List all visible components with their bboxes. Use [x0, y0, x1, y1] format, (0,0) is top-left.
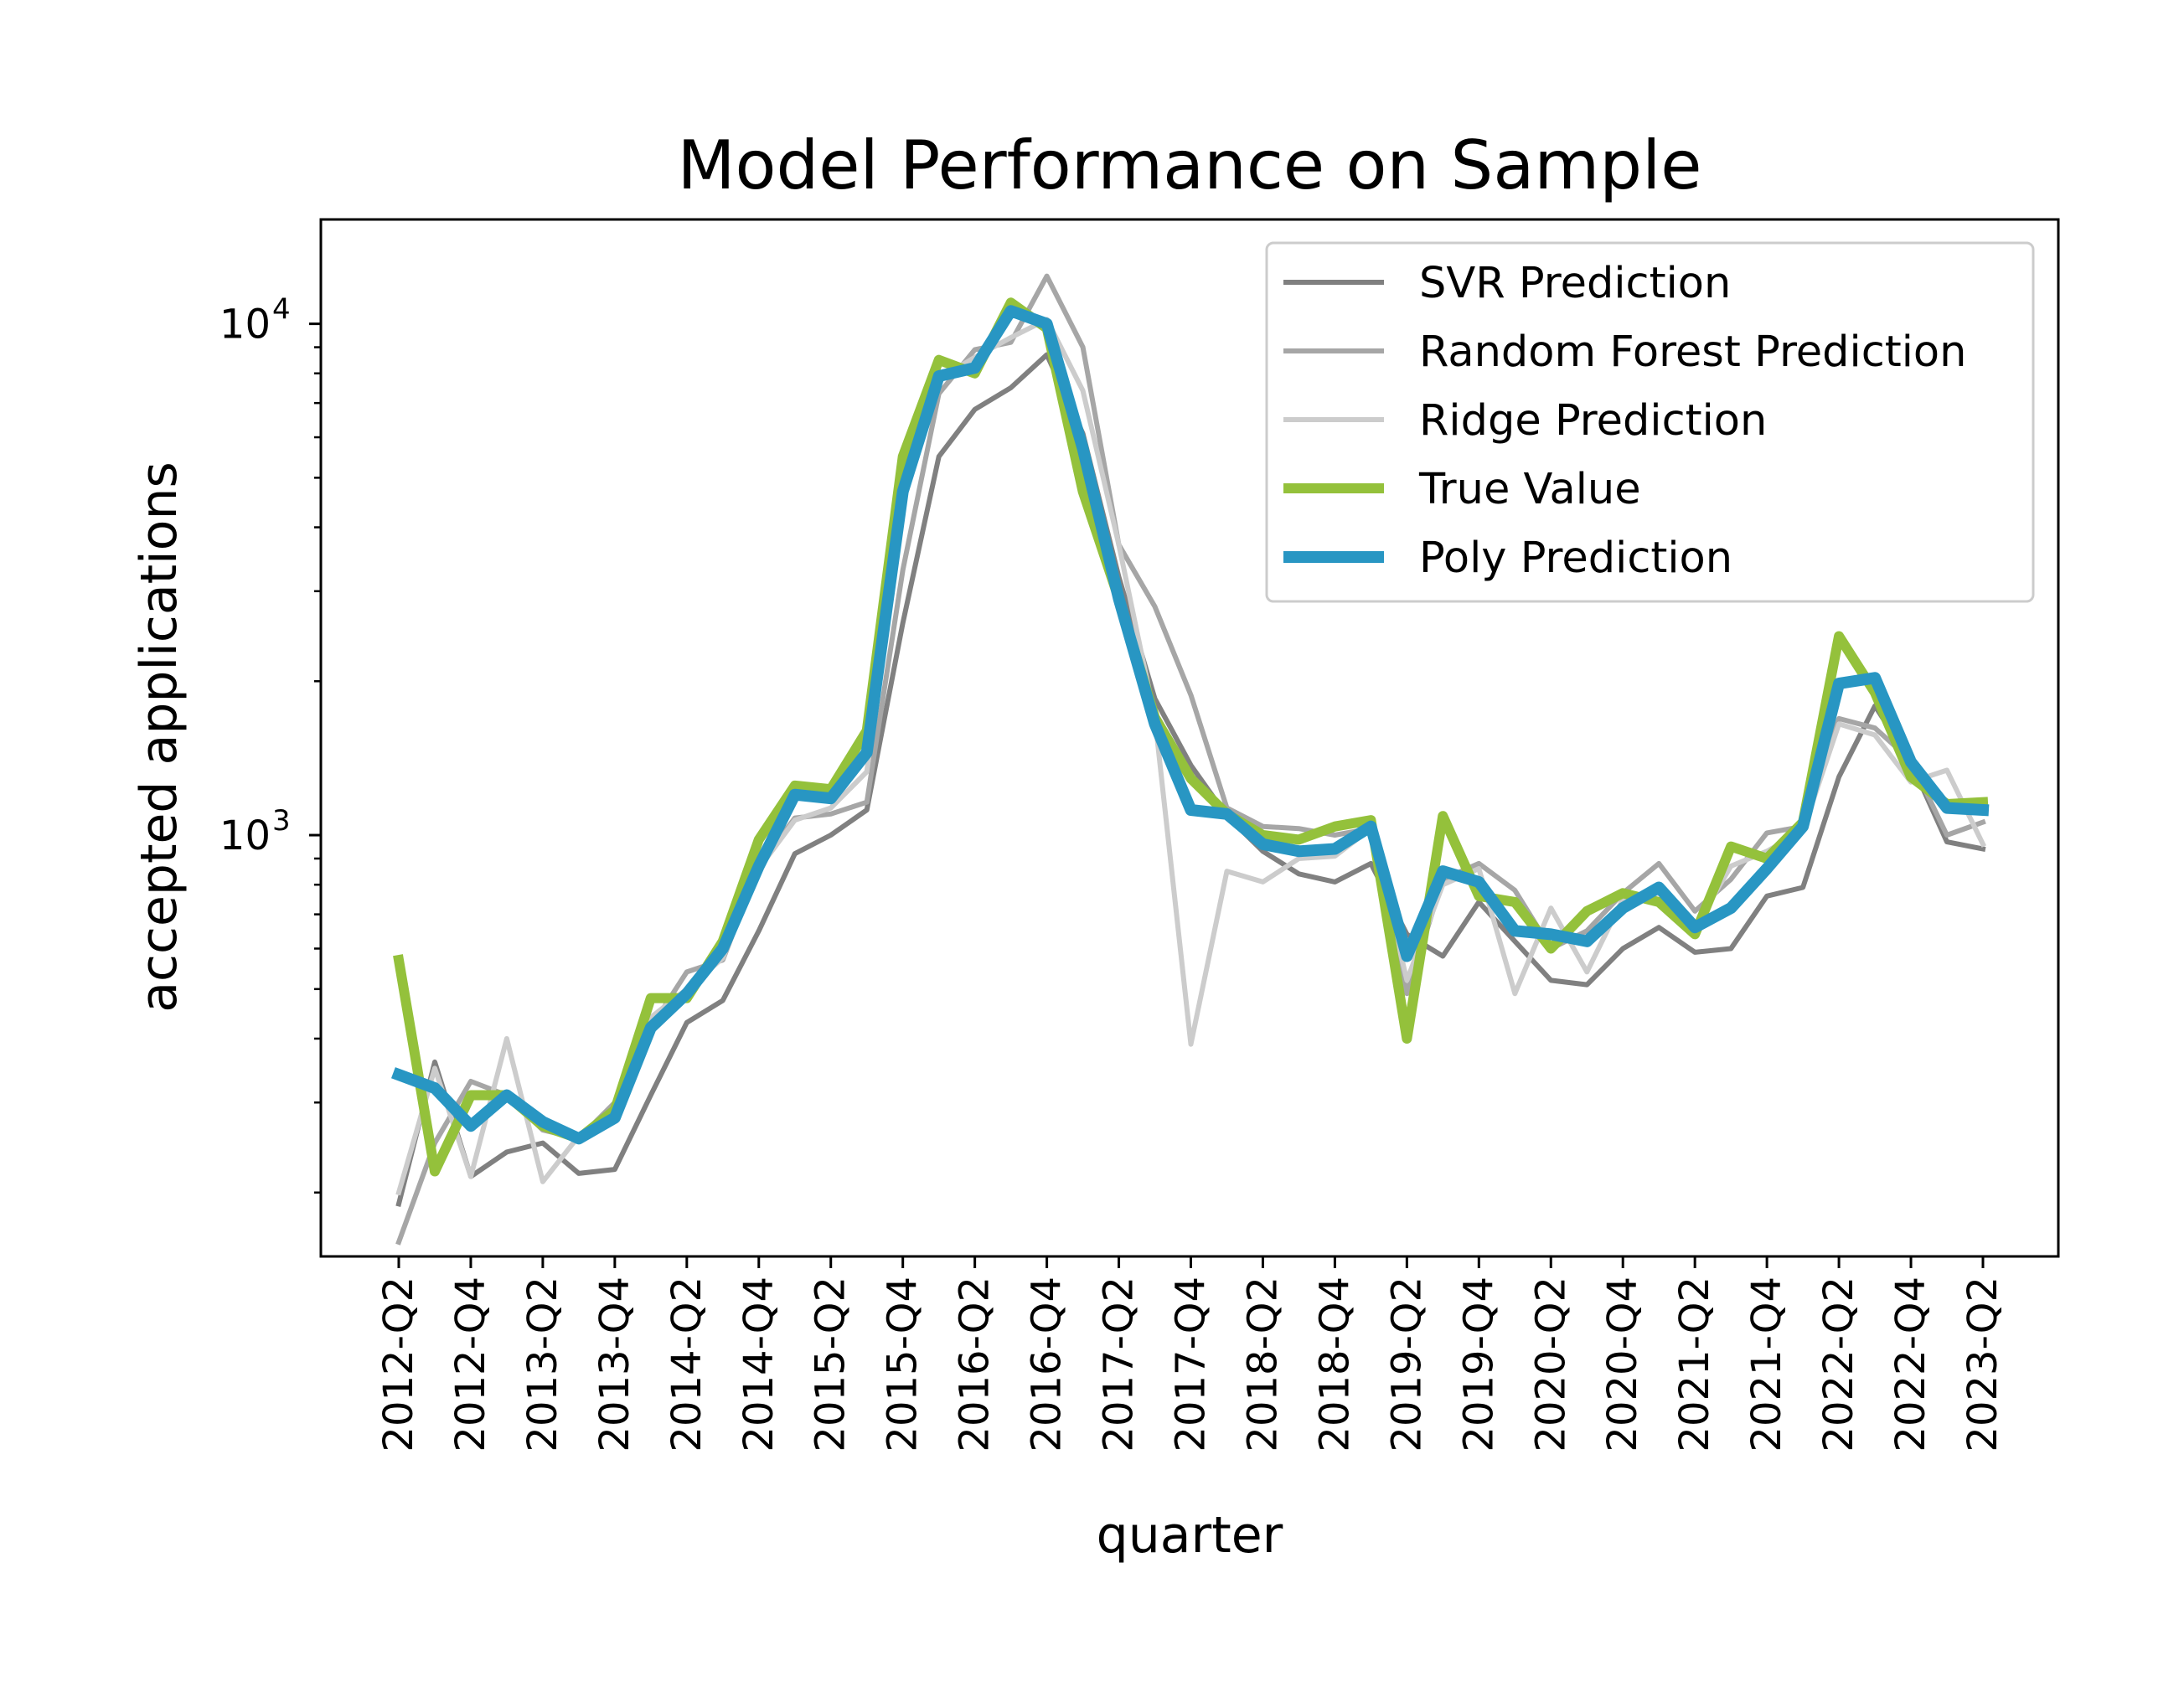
legend-label: Poly Prediction [1419, 534, 1732, 583]
legend-box [1265, 241, 2035, 603]
x-tick-label: 2012-Q2 [375, 1277, 422, 1452]
legend-label: Ridge Prediction [1419, 396, 1767, 446]
x-tick-label: 2021-Q4 [1743, 1277, 1790, 1452]
x-tick-label: 2021-Q2 [1671, 1277, 1718, 1452]
y-axis-label: accepted applications [130, 462, 188, 1013]
y-tick-exponent: 4 [272, 293, 291, 327]
legend-label: Random Forest Prediction [1419, 328, 1966, 377]
x-tick-label: 2016-Q4 [1024, 1277, 1071, 1452]
x-tick-label: 2017-Q2 [1096, 1277, 1143, 1452]
x-tick-label: 2020-Q4 [1599, 1277, 1646, 1452]
x-tick-label: 2018-Q4 [1311, 1277, 1358, 1452]
x-tick-label: 2017-Q4 [1168, 1277, 1215, 1452]
series-line-0 [395, 352, 1986, 1207]
y-tick-exponent: 3 [272, 804, 291, 838]
x-tick-label: 2013-Q4 [591, 1277, 638, 1452]
y-tick-label: 10 [219, 302, 271, 348]
chart-title: Model Performance on Sample [677, 126, 1701, 204]
legend: SVR Prediction Random Forest Prediction Ri… [1265, 241, 2035, 603]
x-tick-label: 2019-Q2 [1383, 1277, 1430, 1452]
x-tick-label: 2018-Q2 [1240, 1277, 1287, 1452]
x-tick-label: 2014-Q4 [736, 1277, 782, 1452]
x-tick-label: 2019-Q4 [1455, 1277, 1502, 1452]
x-tick-label: 2014-Q2 [663, 1277, 710, 1452]
plot-area [390, 273, 1990, 1246]
series-line-3 [393, 297, 1989, 1177]
series-line-4 [390, 305, 1990, 1145]
axis-ticks: 2012-Q2 2012-Q4 2013-Q2 2013-Q4 2014-Q2 2014-… [219, 293, 2006, 1452]
x-tick-label: 2013-Q2 [519, 1277, 566, 1452]
x-axis-label: quarter [1097, 1506, 1283, 1565]
x-tick-label: 2022-Q4 [1887, 1277, 1934, 1452]
x-tick-label: 2020-Q2 [1527, 1277, 1574, 1452]
x-tick-label: 2015-Q4 [880, 1277, 927, 1452]
y-tick-label: 10 [219, 812, 271, 859]
legend-label: True Value [1418, 465, 1641, 514]
x-tick-label: 2012-Q4 [447, 1277, 494, 1452]
x-tick-label: 2016-Q2 [952, 1277, 999, 1452]
x-tick-label: 2023-Q2 [1959, 1277, 2006, 1452]
x-tick-label: 2015-Q2 [808, 1277, 854, 1452]
legend-label: SVR Prediction [1419, 259, 1731, 308]
x-tick-label: 2022-Q2 [1815, 1277, 1862, 1452]
